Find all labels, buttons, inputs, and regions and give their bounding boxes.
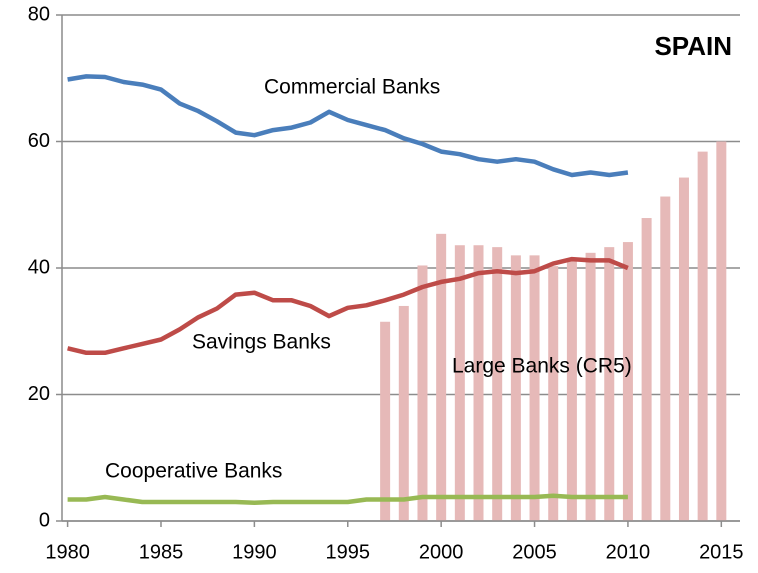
bar — [716, 141, 727, 521]
bar — [492, 247, 503, 521]
bar — [398, 305, 409, 521]
y-tick-label: 60 — [28, 130, 50, 152]
y-tick-label: 20 — [28, 383, 50, 405]
bar — [473, 245, 484, 522]
bar — [454, 245, 465, 522]
series-label: Commercial Banks — [264, 76, 440, 99]
bar — [510, 255, 521, 521]
chart-title: SPAIN — [654, 31, 732, 61]
bar — [566, 258, 577, 521]
x-tick-label: 1990 — [232, 541, 277, 563]
x-tick-label: 1985 — [139, 541, 184, 563]
series-label: Cooperative Banks — [105, 460, 282, 483]
bar — [548, 266, 559, 521]
bar — [604, 247, 615, 521]
x-tick-label: 1995 — [326, 541, 371, 563]
bar — [417, 265, 428, 521]
x-tick-label: 2000 — [419, 541, 464, 563]
bar — [641, 218, 652, 521]
y-tick-label: 40 — [28, 256, 50, 278]
bar — [436, 233, 447, 521]
series-label: Savings Banks — [192, 331, 331, 354]
bar — [529, 255, 540, 521]
bar — [697, 151, 708, 521]
bar — [622, 242, 633, 521]
bar — [678, 177, 689, 522]
bar — [380, 321, 391, 521]
line — [67, 74, 629, 178]
y-tick-label: 80 — [28, 3, 50, 25]
series-label: Large Banks (CR5) — [452, 355, 632, 378]
x-tick-label: 2010 — [606, 541, 651, 563]
line — [67, 493, 628, 505]
bar — [585, 252, 596, 521]
line — [67, 256, 629, 356]
y-tick-label: 0 — [39, 509, 50, 531]
x-tick-label: 1980 — [45, 541, 90, 563]
x-tick-label: 2005 — [512, 541, 557, 563]
x-tick-label: 2015 — [699, 541, 744, 563]
bar — [660, 196, 671, 521]
